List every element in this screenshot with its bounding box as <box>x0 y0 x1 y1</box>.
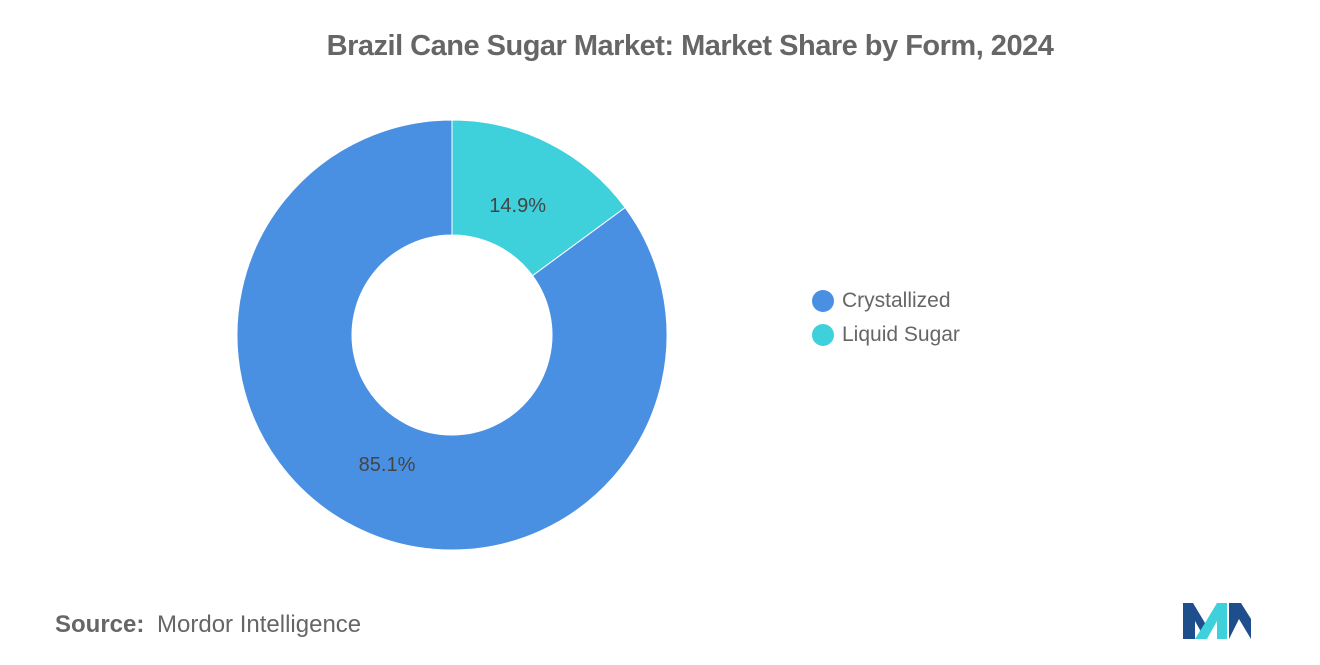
legend-label-liquid-sugar: Liquid Sugar <box>842 323 960 346</box>
legend-swatch-crystallized <box>812 290 834 312</box>
legend-item-crystallized[interactable]: Crystallized <box>812 284 960 318</box>
legend-swatch-liquid-sugar <box>812 324 834 346</box>
source-note: Source: Mordor Intelligence <box>55 611 361 639</box>
value-label-crystallized: 85.1% <box>359 454 416 476</box>
slice-crystallized[interactable] <box>236 119 668 551</box>
legend-label-crystallized: Crystallized <box>842 289 951 312</box>
value-label-liquid-sugar: 14.9% <box>489 195 546 217</box>
chart-legend: Crystallized Liquid Sugar <box>812 284 960 352</box>
slice-liquid-sugar[interactable] <box>451 119 626 277</box>
mordor-intelligence-logo-icon <box>1183 603 1251 639</box>
legend-item-liquid-sugar[interactable]: Liquid Sugar <box>812 318 960 352</box>
source-label: Source: <box>55 611 145 638</box>
chart-title: Brazil Cane Sugar Market: Market Share b… <box>326 30 1054 62</box>
source-text: Mordor Intelligence <box>157 611 362 638</box>
